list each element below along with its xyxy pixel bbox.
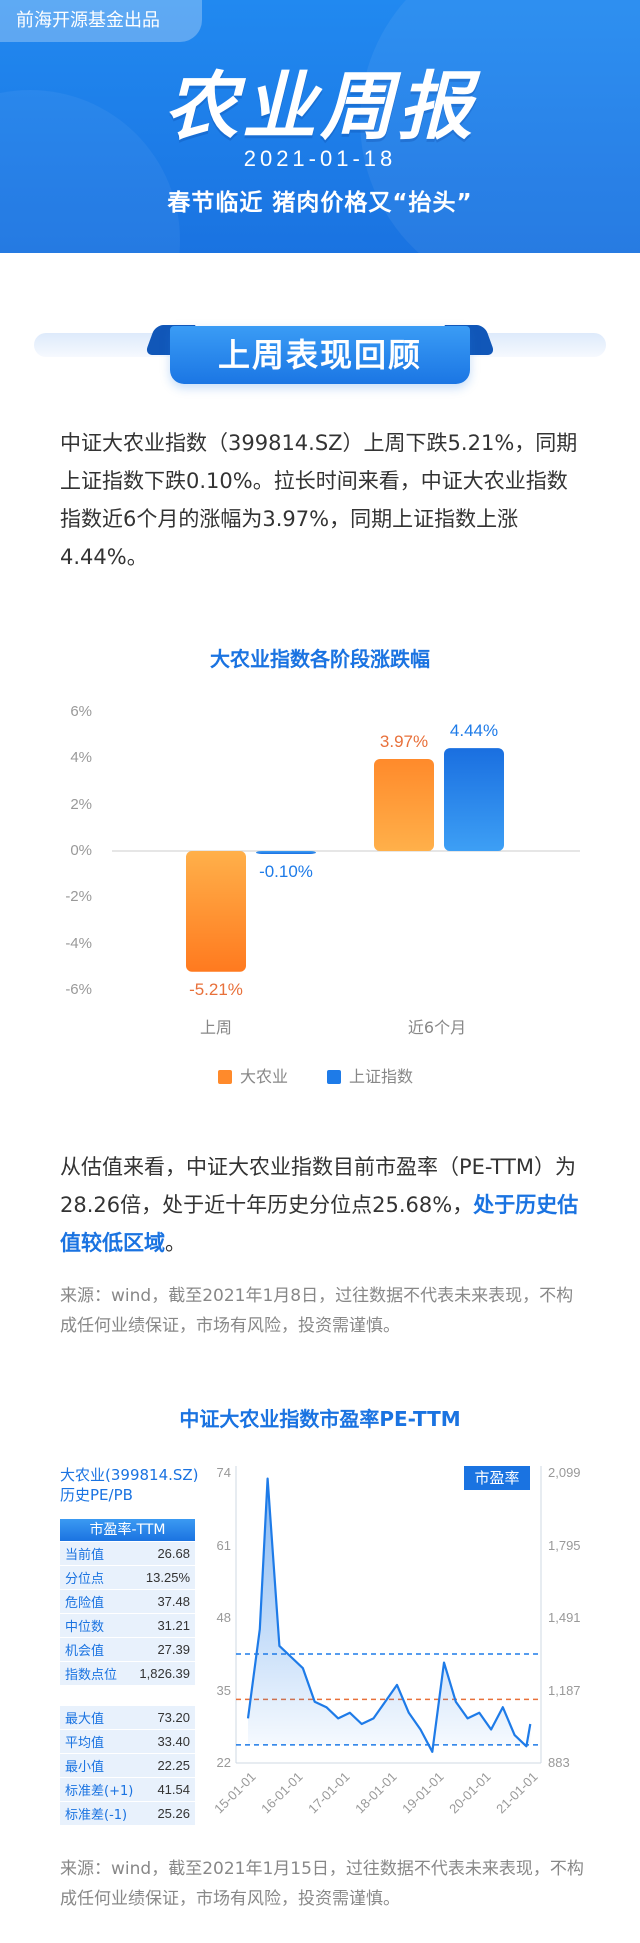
legend-item-sse: 上证指数 [327,1067,413,1087]
pe-y-tick-right: 1,491 [548,1610,581,1625]
pe-y-tick-left: 22 [216,1755,231,1770]
pe-line [246,1477,532,1753]
section-title: 上周表现回顾 [170,326,470,384]
page-title: 农业周报 [164,64,476,150]
legend-item-agri: 大农业 [218,1067,288,1087]
stats-row: 中位数 31.21 [60,1614,195,1637]
legend-swatch [218,1070,232,1084]
valuation-highlight: 处于历史估值较低区域 [60,1193,579,1255]
valuation-text: 从估值来看，中证大农业指数目前市盈率（PE-TTM）为28.26倍，处于近十年历… [60,1155,576,1217]
header-decoration [360,0,640,253]
stats-row: 平均值 33.40 [60,1730,195,1753]
bar-chart-title: 大农业指数各阶段涨跌幅 [210,647,430,671]
pe-chart-title: 中证大农业指数市盈率PE-TTM [179,1407,461,1431]
stats-row: 指数点位 1,826.39 [60,1662,195,1685]
stat-value: 13.25% [145,1570,190,1585]
bar-data-label: 3.97% [379,732,429,752]
publisher-badge: 前海开源基金出品 [0,0,202,42]
bar-data-label: -5.21% [189,979,243,999]
stats-row: 危险值 37.48 [60,1590,195,1613]
stat-key: 分位点 [65,1572,105,1587]
pe-y-tick-right: 2,099 [548,1465,581,1480]
pe-y-tick-right: 883 [548,1755,570,1770]
y-tick-label: 0% [70,842,92,859]
stats-row: 最小值 22.25 [60,1754,195,1777]
valuation-paragraph: 从估值来看，中证大农业指数目前市盈率（PE-TTM）为28.26倍，处于近十年历… [60,1148,583,1262]
stat-value: 27.39 [157,1642,190,1657]
y-tick-label: 2% [70,795,92,813]
legend-swatch [327,1070,341,1084]
pe-x-tick: 17-01-01 [305,1769,353,1817]
pe-legend: 市盈率 [464,1466,530,1490]
pe-y-tick-left: 35 [216,1682,231,1698]
y-tick-label: -6% [65,981,92,998]
stat-value: 31.21 [157,1618,190,1633]
stats-table-top: 市盈率-TTM 当前值 26.68 分位点 13.25% 危险值 37.48 中位数 31.2… [60,1519,195,1685]
stat-value: 33.40 [157,1734,190,1749]
pe-y-tick-right: 1,187 [548,1682,581,1698]
valuation-end: 。 [165,1231,186,1255]
stat-key: 最小值 [65,1760,105,1775]
y-tick-label: -4% [65,934,92,952]
pe-area [248,1478,531,1752]
stats-row: 当前值 26.68 [60,1542,195,1565]
stat-key: 平均值 [65,1736,105,1751]
y-tick-label: 6% [70,703,92,720]
y-tick-label: 4% [70,749,92,767]
stat-key: 危险值 [65,1596,105,1611]
pe-x-tick: 15-01-01 [211,1769,259,1817]
stat-key: 中位数 [65,1620,105,1635]
stat-key: 机会值 [65,1644,105,1659]
bar-data-label: 4.44% [449,721,499,741]
y-tick-label: -2% [65,888,92,906]
stat-value: 73.20 [157,1710,190,1725]
stats-row: 分位点 13.25% [60,1566,195,1589]
pe-x-tick: 19-01-01 [399,1769,447,1817]
stat-value: 22.25 [157,1758,190,1773]
stat-value: 1,826.39 [139,1666,190,1681]
pe-y-tick-left: 74 [216,1465,231,1480]
stat-value: 26.68 [157,1546,190,1561]
pe-x-tick: 21-01-01 [493,1769,541,1817]
stat-key: 当前值 [65,1548,105,1563]
stats-row: 标准差(-1) 25.26 [60,1802,195,1825]
x-tick-label: 上周 [199,1018,232,1037]
stats-table-head: 市盈率-TTM [60,1519,195,1541]
pe-x-tick: 16-01-01 [258,1769,306,1817]
stats-row: 最大值 73.20 [60,1706,195,1729]
legend-label: 上证指数 [349,1067,414,1086]
pe-y-tick-left: 48 [216,1610,231,1625]
stat-value: 41.54 [157,1782,190,1797]
performance-paragraph: 中证大农业指数（399814.SZ）上周下跌5.21%，同期上证指数下跌0.10… [60,431,578,569]
stat-key: 标准差(-1) [65,1808,128,1823]
index-sub: 历史PE/PB [60,1486,133,1504]
index-name: 大农业(399814.SZ) [60,1466,199,1484]
stat-value: 25.26 [157,1806,190,1821]
stat-value: 37.48 [157,1594,190,1609]
x-tick-label: 近6个月 [407,1018,467,1037]
bar-data-label: -0.10% [259,862,313,881]
stats-row: 机会值 27.39 [60,1638,195,1661]
stat-key: 最大值 [65,1712,105,1727]
stats-row: 标准差(+1) 41.54 [60,1778,195,1801]
bar-agri-1 [374,759,434,851]
pe-panel-title: 大农业(399814.SZ) 历史PE/PB [60,1465,199,1505]
legend-label: 大农业 [240,1067,289,1086]
report-subtitle: 春节临近 猪肉价格又“抬头” [167,190,473,216]
header-banner: 前海开源基金出品 农业周报 2021-01-18 春节临近 猪肉价格又“抬头” [0,0,640,253]
source-note: 来源：wind，截至2021年1月8日，过往数据不代表未来表现，不构成任何业绩保… [60,1286,574,1336]
pe-x-tick: 20-01-01 [446,1769,494,1817]
bar-sse-1 [444,748,504,851]
stat-key: 标准差(+1) [65,1784,134,1799]
report-date: 2021-01-18 [243,146,397,171]
stat-key: 指数点位 [65,1668,118,1683]
pe-y-tick-right: 1,795 [548,1537,581,1553]
bar-sse-0 [256,851,316,854]
pe-x-tick: 18-01-01 [352,1769,400,1817]
stats-table-bottom: 最大值 73.20 平均值 33.40 最小值 22.25 标准差(+1) 41.54 标准差(… [60,1705,195,1825]
pe-y-tick-left: 61 [216,1537,231,1553]
source-note-2: 来源：wind，截至2021年1月15日，过往数据不代表未来表现，不构成任何业绩… [60,1859,584,1909]
bar-agri-0 [186,851,246,972]
